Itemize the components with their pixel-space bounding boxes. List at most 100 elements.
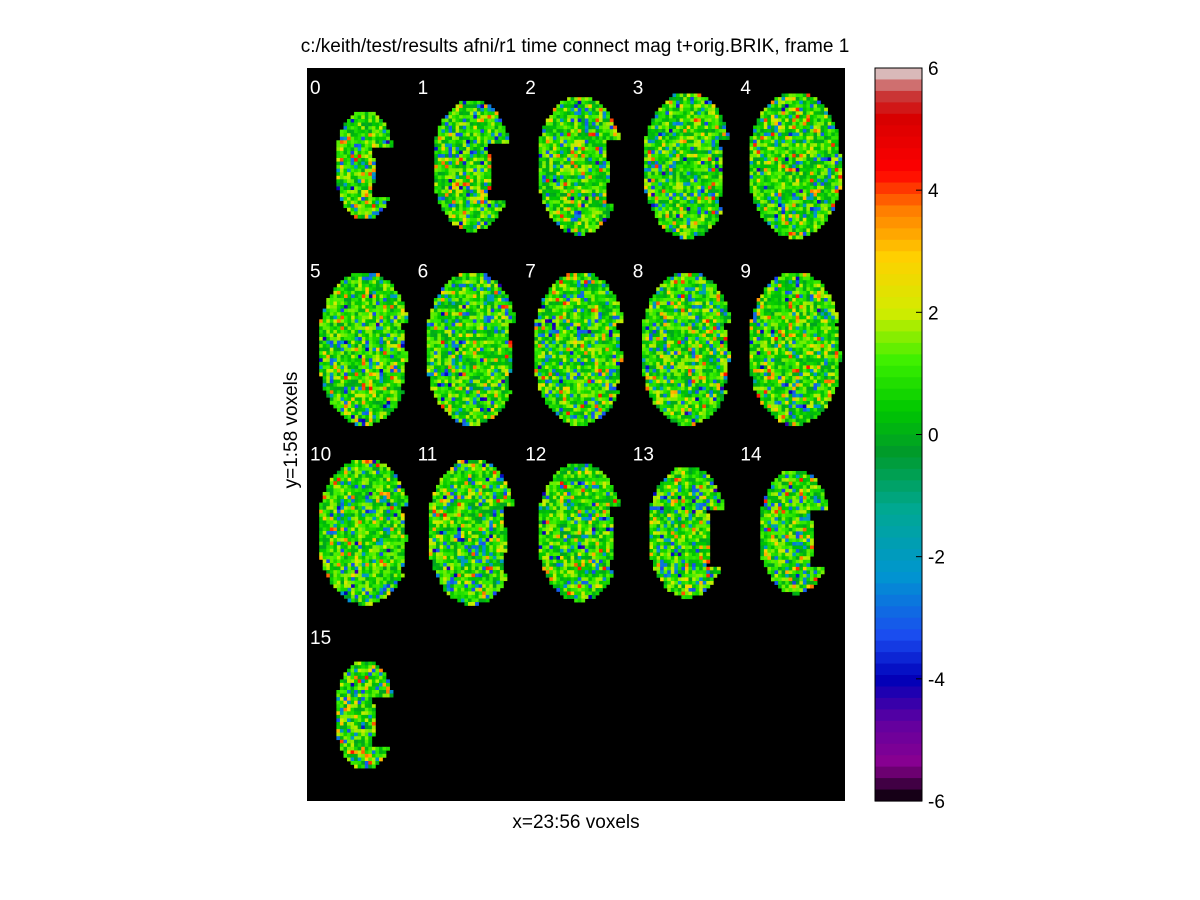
colorbar-band <box>875 537 922 550</box>
colorbar-tick-label: 2 <box>928 303 939 324</box>
colorbar-band <box>875 789 922 802</box>
colorbar-band <box>875 239 922 252</box>
colorbar-band <box>875 228 922 241</box>
slice-3 <box>644 93 730 240</box>
slice-6 <box>426 273 516 427</box>
slice-11 <box>428 460 515 606</box>
colorbar-tick-label: 6 <box>928 59 939 80</box>
colorbar-band <box>875 675 922 688</box>
slice-4 <box>749 93 843 240</box>
panel-label: 13 <box>633 445 654 466</box>
colorbar-band <box>875 365 922 378</box>
panel-label: 10 <box>310 445 331 466</box>
panel-label: 11 <box>418 445 438 466</box>
slice-9 <box>749 273 843 427</box>
colorbar-band <box>875 560 922 573</box>
slice-2 <box>538 97 621 236</box>
colorbar-band <box>875 171 922 184</box>
colorbar-band <box>875 720 922 733</box>
slice-0 <box>336 111 394 219</box>
slice-10 <box>319 460 409 606</box>
chart-title: c:/keith/test/results afni/r1 time conne… <box>301 36 850 57</box>
slice-12 <box>538 463 621 603</box>
colorbar-band <box>875 445 922 458</box>
colorbar-tick-label: -4 <box>928 670 945 691</box>
colorbar-band <box>875 457 922 470</box>
colorbar-band <box>875 285 922 298</box>
colorbar-band <box>875 766 922 779</box>
colorbar-band <box>875 274 922 287</box>
colorbar <box>875 68 922 802</box>
colorbar-band <box>875 182 922 195</box>
colorbar-tick-label: 0 <box>928 426 939 447</box>
colorbar-band <box>875 732 922 745</box>
slice-15 <box>336 661 394 769</box>
colorbar-band <box>875 90 922 103</box>
colorbar-band <box>875 743 922 756</box>
colorbar-band <box>875 755 922 768</box>
panel-label: 1 <box>418 78 429 99</box>
colorbar-band <box>875 331 922 344</box>
panel-label: 6 <box>418 261 429 282</box>
panel-label: 8 <box>633 261 644 282</box>
panel-label: 9 <box>740 261 751 282</box>
slice-1 <box>434 100 510 233</box>
colorbar-band <box>875 159 922 172</box>
panel-label: 4 <box>740 78 751 99</box>
colorbar-tick-label: -6 <box>928 792 945 813</box>
colorbar-band <box>875 491 922 504</box>
colorbar-band <box>875 262 922 275</box>
colorbar-band <box>875 136 922 149</box>
colorbar-band <box>875 308 922 321</box>
colorbar-band <box>875 205 922 218</box>
colorbar-band <box>875 68 922 81</box>
colorbar-band <box>875 388 922 401</box>
colorbar-band <box>875 686 922 699</box>
colorbar-band <box>875 411 922 424</box>
colorbar-band <box>875 583 922 596</box>
colorbar-band <box>875 503 922 516</box>
colorbar-band <box>875 423 922 436</box>
slice-7 <box>534 273 624 427</box>
colorbar-band <box>875 193 922 207</box>
colorbar-band <box>875 606 922 619</box>
colorbar-band <box>875 400 922 413</box>
slice-14 <box>760 471 829 596</box>
colorbar-band <box>875 434 922 447</box>
slice-5 <box>319 273 409 427</box>
colorbar-band <box>875 514 922 527</box>
colorbar-band <box>875 663 922 676</box>
colorbar-band <box>875 594 922 607</box>
colorbar-band <box>875 778 922 791</box>
colorbar-band <box>875 617 922 630</box>
y-axis-label: y=1:58 voxels <box>281 372 302 489</box>
colorbar-band <box>875 480 922 493</box>
colorbar-band <box>875 319 922 333</box>
colorbar-band <box>875 629 922 642</box>
colorbar-band <box>875 297 922 310</box>
panel-label: 7 <box>525 261 536 282</box>
x-axis-label: x=23:56 voxels <box>512 812 639 833</box>
colorbar-band <box>875 342 922 355</box>
panel-label: 2 <box>525 78 536 99</box>
colorbar-tick-label: -2 <box>928 548 945 569</box>
colorbar-band <box>875 709 922 722</box>
colorbar-band <box>875 354 922 367</box>
colorbar-band <box>875 652 922 665</box>
panel-label: 15 <box>310 628 331 649</box>
colorbar-band <box>875 113 922 126</box>
colorbar-band <box>875 468 922 481</box>
slice-13 <box>649 467 725 600</box>
colorbar-band <box>875 148 922 161</box>
brain-slices <box>319 93 843 769</box>
colorbar-band <box>875 216 922 229</box>
colorbar-band <box>875 102 922 115</box>
colorbar-band <box>875 571 922 584</box>
colorbar-band <box>875 640 922 653</box>
panel-label: 5 <box>310 261 321 282</box>
colorbar-band <box>875 697 922 710</box>
panel-label: 3 <box>633 78 644 99</box>
colorbar-band <box>875 251 922 264</box>
